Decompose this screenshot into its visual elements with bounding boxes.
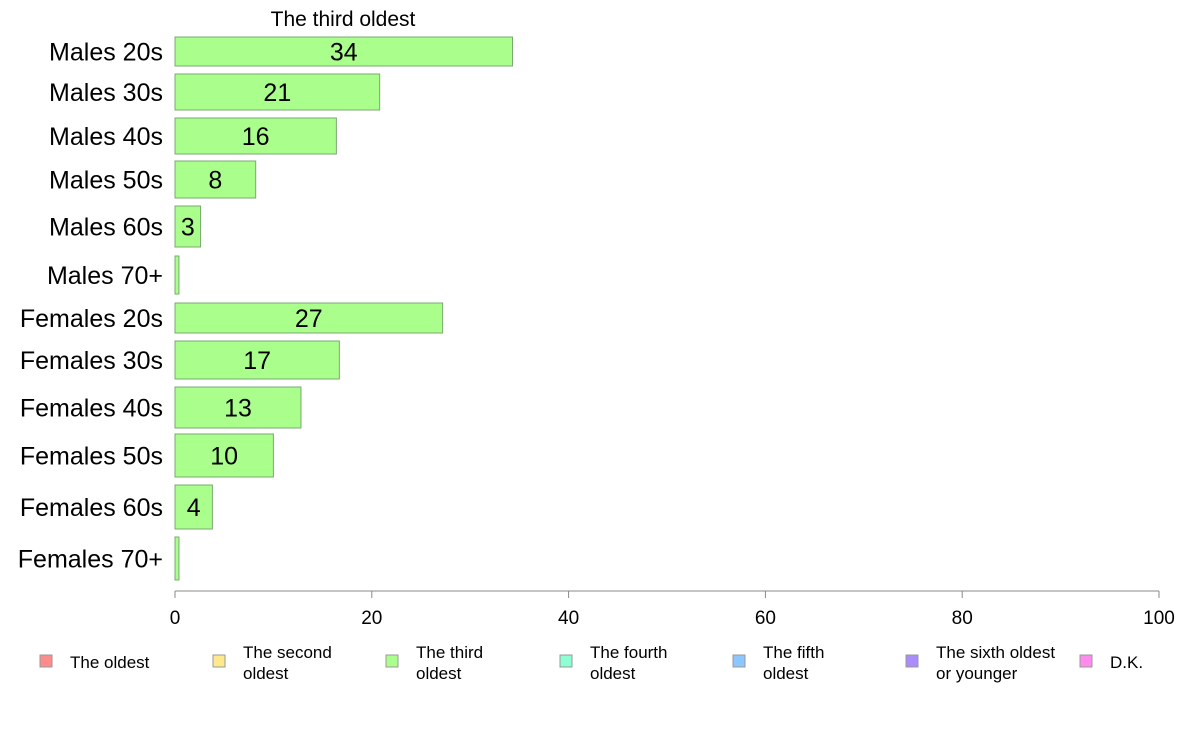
bar — [174, 255, 180, 295]
bar-value-label: 13 — [224, 395, 252, 423]
legend-label: oldest — [243, 664, 289, 683]
category-label: Females 70+ — [18, 546, 163, 574]
x-tick-label: 20 — [361, 608, 382, 629]
bar-value-label: 8 — [208, 167, 222, 195]
category-label: Females 60s — [20, 494, 163, 522]
legend-swatch — [1079, 654, 1093, 668]
legend-label: The third — [416, 643, 483, 662]
bar-value-label: 4 — [187, 494, 201, 522]
bar — [174, 205, 202, 248]
legend-item: The fifth oldest — [732, 643, 824, 683]
x-tick-label: 100 — [1143, 608, 1175, 629]
legend-label: D.K. — [1110, 653, 1143, 672]
bar-value-label: 27 — [295, 305, 323, 333]
bar — [174, 160, 257, 199]
legend-swatch — [559, 654, 573, 668]
category-label: Females 40s — [20, 395, 163, 423]
legend-label: oldest — [763, 664, 809, 683]
legend-item: The fourth oldest — [559, 643, 668, 683]
legend-label: The second — [243, 643, 332, 662]
legend-swatch — [212, 654, 226, 668]
bar — [174, 433, 274, 478]
bar — [174, 340, 340, 380]
x-tick-label: 0 — [170, 608, 181, 629]
legend-label: oldest — [416, 664, 462, 683]
legend-item: The third oldest — [385, 643, 483, 683]
chart-title: The third oldest — [271, 8, 416, 31]
legend-label: The sixth oldest — [936, 643, 1055, 662]
x-tick-label: 40 — [558, 608, 579, 629]
category-label: Males 20s — [49, 39, 163, 67]
legend-label: The fourth — [590, 643, 668, 662]
legend-swatch — [39, 654, 53, 668]
legend-label: or younger — [936, 664, 1018, 683]
bar-value-label: 34 — [330, 39, 358, 67]
bar — [174, 117, 337, 155]
category-label: Males 50s — [49, 167, 163, 195]
legend-label: oldest — [590, 664, 636, 683]
legend-item: The oldest — [39, 653, 150, 672]
bar — [174, 302, 444, 334]
category-label: Females 30s — [20, 347, 163, 375]
legend-item: D.K. — [1079, 653, 1143, 672]
legend-item: The sixth oldest or younger — [905, 643, 1055, 683]
category-label: Males 40s — [49, 123, 163, 151]
bar-value-label: 17 — [243, 347, 271, 375]
bar — [174, 536, 180, 581]
bar — [174, 36, 514, 67]
bar-value-label: 21 — [263, 79, 291, 107]
category-label: Males 30s — [49, 79, 163, 107]
bar-value-label: 10 — [210, 443, 238, 471]
x-axis: 0 20 40 60 80 100 — [170, 590, 1175, 629]
bar — [174, 484, 213, 530]
legend-swatch — [732, 654, 746, 668]
bar — [174, 73, 381, 111]
bar-value-label: 16 — [242, 123, 270, 151]
legend-label: The fifth — [763, 643, 824, 662]
category-label: Males 70+ — [47, 262, 163, 290]
bar — [174, 386, 302, 429]
x-tick-label: 80 — [952, 608, 973, 629]
legend-label: The oldest — [70, 653, 150, 672]
legend: The oldest The second oldest The third oldes… — [39, 643, 1143, 683]
category-label: Females 20s — [20, 305, 163, 333]
category-label: Females 50s — [20, 443, 163, 471]
legend-swatch — [905, 654, 919, 668]
x-tick-label: 60 — [755, 608, 776, 629]
category-label: Males 60s — [49, 214, 163, 242]
legend-item: The second oldest — [212, 643, 332, 683]
legend-swatch — [385, 654, 399, 668]
bar-value-label: 3 — [181, 214, 195, 242]
